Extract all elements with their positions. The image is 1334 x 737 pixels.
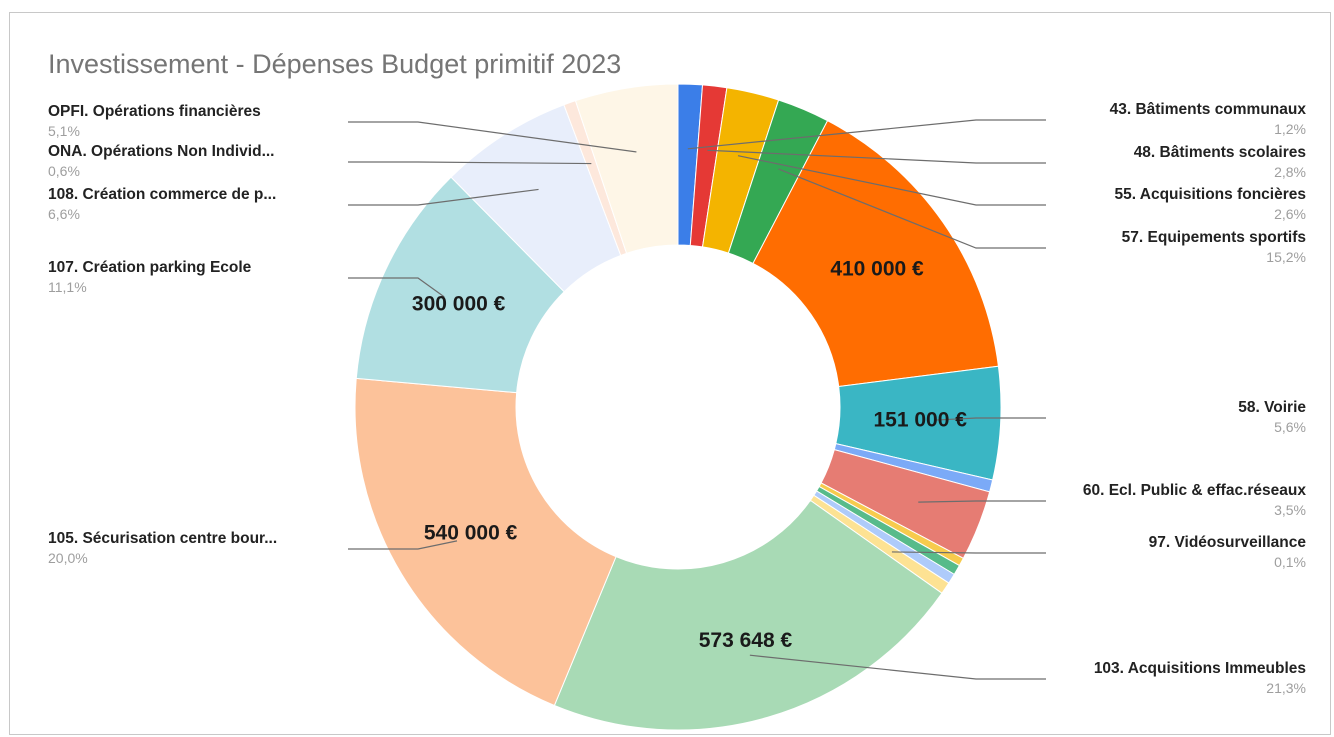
slice-label: 107. Création parking Ecole <box>48 259 252 276</box>
slice-value-label: 573 648 € <box>699 629 793 652</box>
donut-slices <box>354 83 1002 731</box>
slice-label: 55. Acquisitions foncières <box>1114 186 1306 203</box>
slice-percent: 11,1% <box>48 279 87 295</box>
slice-label: 103. Acquisitions Immeubles <box>1094 660 1306 677</box>
slice-percent: 0,6% <box>48 163 80 179</box>
leader-line <box>891 551 1046 554</box>
slice-value-label: 540 000 € <box>424 522 518 545</box>
leader-line <box>936 417 1046 421</box>
slice-label: 58. Voirie <box>1238 399 1306 416</box>
slice-percent: 15,2% <box>1266 249 1306 265</box>
slice-label: 108. Création commerce de p... <box>48 186 276 203</box>
slice-labels: 43. Bâtiments communaux 1,2% 48. Bâtiments… <box>48 101 1306 696</box>
slice-label: 105. Sécurisation centre bour... <box>48 530 277 547</box>
slice-percent: 2,6% <box>1274 206 1306 222</box>
leader-line <box>348 188 539 206</box>
slice-percent: 5,1% <box>48 123 80 139</box>
donut-slice <box>354 377 617 707</box>
slice-percent: 6,6% <box>48 206 80 222</box>
slice-percent: 21,3% <box>1266 680 1306 696</box>
chart-frame: Investissement - Dépenses Budget primiti… <box>9 12 1331 735</box>
value-labels: 410 000 € 151 000 € 573 648 € 540 000 € 300 … <box>412 257 967 651</box>
slice-value-label: 410 000 € <box>830 257 924 280</box>
slice-label: 97. Vidéosurveillance <box>1149 534 1307 551</box>
leader-line <box>918 500 1046 503</box>
leader-line <box>348 540 458 550</box>
leader-line <box>707 149 1046 164</box>
donut-slice <box>574 83 679 255</box>
chart-title: Investissement - Dépenses Budget primiti… <box>48 49 621 79</box>
donut-slice <box>752 120 999 388</box>
slice-value-label: 300 000 € <box>412 293 506 316</box>
slice-value-label: 151 000 € <box>873 408 967 431</box>
leader-line <box>749 654 1046 680</box>
slice-percent: 20,0% <box>48 550 88 566</box>
donut-slice <box>553 499 943 731</box>
leader-line <box>737 155 1046 206</box>
leader-line <box>687 119 1046 150</box>
leader-line <box>778 168 1046 249</box>
slice-label: 48. Bâtiments scolaires <box>1134 144 1306 161</box>
slice-label: OPFI. Opérations financières <box>48 103 261 120</box>
slice-percent: 3,5% <box>1274 502 1306 518</box>
slice-percent: 2,8% <box>1274 164 1306 180</box>
slice-label: 60. Ecl. Public & effac.réseaux <box>1083 482 1307 499</box>
leader-line <box>348 277 445 298</box>
slice-percent: 1,2% <box>1274 121 1306 137</box>
slice-label: ONA. Opérations Non Individ... <box>48 143 274 160</box>
slice-percent: 5,6% <box>1274 419 1306 435</box>
slice-label: 57. Equipements sportifs <box>1122 229 1306 246</box>
donut-slice <box>355 176 565 394</box>
leader-line <box>348 161 592 165</box>
slice-percent: 0,1% <box>1274 554 1306 570</box>
slice-label: 43. Bâtiments communaux <box>1110 101 1307 118</box>
leader-line <box>348 121 637 153</box>
leader-lines <box>348 119 1046 680</box>
donut-chart: Investissement - Dépenses Budget primiti… <box>48 49 1306 731</box>
